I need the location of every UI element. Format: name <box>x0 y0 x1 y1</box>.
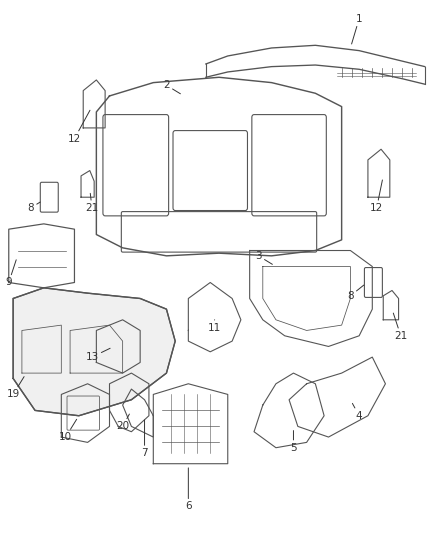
Text: 7: 7 <box>141 420 148 458</box>
Text: 3: 3 <box>255 251 272 264</box>
Text: 11: 11 <box>208 320 221 333</box>
Text: 6: 6 <box>185 468 192 511</box>
Text: 12: 12 <box>370 180 383 213</box>
Text: 10: 10 <box>59 419 77 442</box>
Text: 8: 8 <box>27 202 40 213</box>
Text: 5: 5 <box>290 431 297 453</box>
Text: 2: 2 <box>163 80 180 94</box>
Polygon shape <box>13 288 175 416</box>
Text: 4: 4 <box>353 403 363 421</box>
Text: 20: 20 <box>116 414 129 431</box>
Text: 21: 21 <box>85 193 99 213</box>
Text: 1: 1 <box>352 14 363 44</box>
Text: 8: 8 <box>347 285 364 301</box>
Text: 12: 12 <box>68 110 90 143</box>
Text: 9: 9 <box>5 260 16 287</box>
Text: 13: 13 <box>85 348 110 362</box>
Text: 21: 21 <box>393 313 407 341</box>
Text: 19: 19 <box>7 377 24 399</box>
